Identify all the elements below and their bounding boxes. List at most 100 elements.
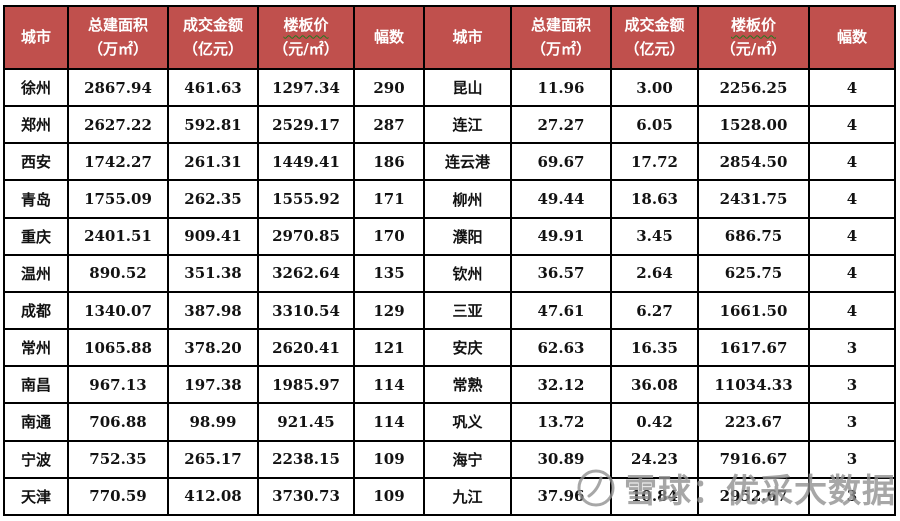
header-label: 楼板价 (730, 16, 776, 35)
table-row: 成都 1340.07 387.98 3310.54 129 三亚 47.61 6.27 1661… (3, 290, 896, 331)
table-row: 南昌 967.13 197.38 1985.97 114 常熟 32.12 36.08 1103… (3, 365, 896, 405)
cell-price-right: 1528.00 (697, 105, 810, 145)
cell-price-left: 2238.15 (257, 439, 355, 479)
cell-city-right: 九江 (423, 476, 512, 517)
cell-city-right: 濮阳 (423, 216, 512, 256)
header-unit: （亿元） (624, 39, 685, 58)
cell-amount-right: 6.05 (610, 105, 699, 145)
cell-plots-left: 290 (353, 67, 425, 108)
cell-area-left: 770.59 (67, 476, 169, 517)
land-transaction-table: 城市 总建面积 （万㎡） 成交金额 （亿元） 楼板价 （元/㎡） 幅数 城市 总建面积 （万㎡） 成交… (3, 5, 896, 517)
cell-price-left: 1985.97 (257, 365, 355, 405)
cell-city-left: 南昌 (3, 365, 69, 405)
cell-plots-right: 4 (808, 216, 896, 256)
cell-area-left: 1340.07 (67, 290, 169, 331)
cell-price-right: 2256.25 (697, 67, 810, 108)
header-unit: （亿元） (182, 39, 243, 58)
cell-plots-right: 3 (808, 365, 896, 405)
cell-plots-left: 114 (353, 402, 425, 442)
cell-amount-left: 261.31 (167, 142, 259, 182)
table-row: 温州 890.52 351.38 3262.64 135 钦州 36.57 2.64 625.7… (3, 253, 896, 293)
cell-amount-left: 461.63 (167, 67, 259, 108)
cell-city-left: 西安 (3, 142, 69, 182)
table-header: 城市 总建面积 （万㎡） 成交金额 （亿元） 楼板价 （元/㎡） 幅数 城市 总建面积 （万㎡） 成交… (3, 5, 896, 70)
cell-amount-right: 0.42 (610, 402, 699, 442)
cell-city-left: 宁波 (3, 439, 69, 479)
header-label: 总建面积 (530, 16, 591, 35)
cell-amount-right: 24.23 (610, 439, 699, 479)
cell-amount-right: 6.27 (610, 290, 699, 331)
cell-area-right: 37.96 (510, 476, 612, 517)
cell-plots-left: 171 (353, 179, 425, 219)
cell-area-left: 2627.22 (67, 105, 169, 145)
cell-price-right: 1661.50 (697, 290, 810, 331)
cell-price-left: 921.45 (257, 402, 355, 442)
table-row: 南通 706.88 98.99 921.45 114 巩义 13.72 0.42 223.67 3 (3, 402, 896, 442)
cell-price-right: 2952.67 (697, 476, 810, 517)
cell-price-left: 3730.73 (257, 476, 355, 517)
table-body: 徐州 2867.94 461.63 1297.34 290 昆山 11.96 3.00 2256… (3, 67, 896, 517)
cell-price-right: 2431.75 (697, 179, 810, 219)
cell-city-left: 青岛 (3, 179, 69, 219)
header-cell-price-right: 楼板价 （元/㎡） (697, 5, 810, 70)
cell-area-left: 752.35 (67, 439, 169, 479)
cell-price-left: 1297.34 (257, 67, 355, 108)
cell-plots-right: 4 (808, 290, 896, 331)
header-cell-plots-left: 幅数 (353, 5, 425, 70)
cell-price-left: 2970.85 (257, 216, 355, 256)
cell-plots-left: 109 (353, 439, 425, 479)
header-label: 幅数 (373, 27, 404, 46)
header-label: 城市 (452, 27, 483, 46)
cell-amount-left: 387.98 (167, 290, 259, 331)
cell-plots-right: 4 (808, 253, 896, 293)
table-row: 宁波 752.35 265.17 2238.15 109 海宁 30.89 24.23 7916… (3, 439, 896, 479)
cell-price-left: 1555.92 (257, 179, 355, 219)
cell-city-right: 巩义 (423, 402, 512, 442)
cell-city-left: 成都 (3, 290, 69, 331)
cell-plots-left: 135 (353, 253, 425, 293)
cell-price-left: 2620.41 (257, 328, 355, 368)
cell-city-left: 南通 (3, 402, 69, 442)
cell-amount-left: 197.38 (167, 365, 259, 405)
cell-amount-right: 2.64 (610, 253, 699, 293)
cell-amount-left: 378.20 (167, 328, 259, 368)
cell-city-right: 安庆 (423, 328, 512, 368)
header-label: 楼板价 (283, 16, 329, 35)
header-unit: （元/㎡） (720, 39, 787, 58)
cell-amount-left: 262.35 (167, 179, 259, 219)
cell-area-right: 32.12 (510, 365, 612, 405)
cell-price-left: 1449.41 (257, 142, 355, 182)
header-cell-amount-right: 成交金额 （亿元） (610, 5, 699, 70)
cell-area-left: 1065.88 (67, 328, 169, 368)
cell-city-left: 常州 (3, 328, 69, 368)
cell-amount-right: 36.08 (610, 365, 699, 405)
table-header-row: 城市 总建面积 （万㎡） 成交金额 （亿元） 楼板价 （元/㎡） 幅数 城市 总建面积 （万㎡） 成交… (3, 5, 896, 70)
cell-area-right: 47.61 (510, 290, 612, 331)
cell-amount-left: 98.99 (167, 402, 259, 442)
table-row: 常州 1065.88 378.20 2620.41 121 安庆 62.63 16.35 161… (3, 328, 896, 368)
cell-area-left: 967.13 (67, 365, 169, 405)
header-cell-city-left: 城市 (3, 5, 69, 70)
header-label: 城市 (20, 27, 51, 46)
cell-city-right: 连江 (423, 105, 512, 145)
cell-area-left: 1755.09 (67, 179, 169, 219)
cell-city-right: 海宁 (423, 439, 512, 479)
cell-amount-left: 909.41 (167, 216, 259, 256)
cell-plots-right: 4 (808, 105, 896, 145)
cell-amount-left: 592.81 (167, 105, 259, 145)
header-label: 幅数 (836, 27, 867, 46)
cell-city-left: 天津 (3, 476, 69, 517)
cell-area-right: 30.89 (510, 439, 612, 479)
cell-amount-right: 17.72 (610, 142, 699, 182)
header-label: 成交金额 (624, 16, 685, 35)
header-cell-amount-left: 成交金额 （亿元） (167, 5, 259, 70)
header-label: 总建面积 (87, 16, 148, 35)
header-label: 成交金额 (182, 16, 243, 35)
cell-amount-right: 16.35 (610, 328, 699, 368)
cell-city-right: 三亚 (423, 290, 512, 331)
cell-plots-right: 4 (808, 179, 896, 219)
cell-area-right: 49.91 (510, 216, 612, 256)
cell-plots-right: 3 (808, 476, 896, 517)
cell-plots-right: 3 (808, 439, 896, 479)
